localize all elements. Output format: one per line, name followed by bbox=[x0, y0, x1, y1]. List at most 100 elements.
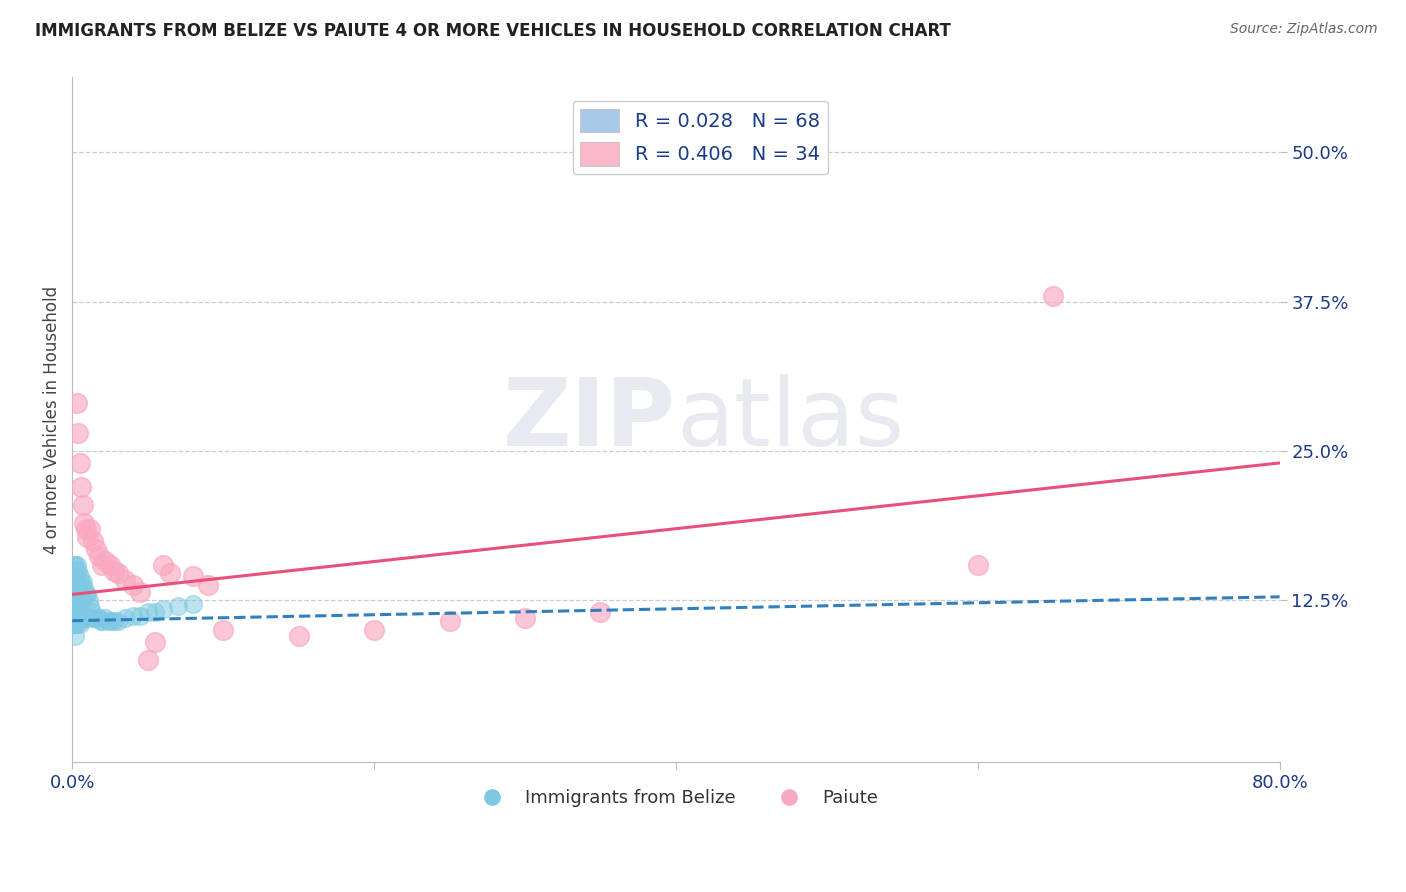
Point bbox=[69, 582, 91, 596]
Point bbox=[67, 575, 90, 590]
Point bbox=[69, 569, 91, 583]
Point bbox=[87, 611, 110, 625]
Point bbox=[89, 611, 111, 625]
Point bbox=[181, 597, 204, 611]
Point bbox=[287, 629, 309, 643]
Point bbox=[143, 635, 166, 649]
Point bbox=[67, 611, 90, 625]
Point bbox=[76, 587, 98, 601]
Point bbox=[589, 605, 612, 619]
Point bbox=[136, 653, 159, 667]
Point bbox=[439, 614, 461, 628]
Point bbox=[66, 558, 89, 572]
Point bbox=[107, 614, 129, 628]
Point bbox=[69, 617, 91, 632]
Point bbox=[69, 599, 91, 614]
Point bbox=[65, 605, 87, 619]
Point bbox=[72, 593, 94, 607]
Point bbox=[72, 498, 94, 512]
Point bbox=[66, 396, 89, 410]
Point bbox=[82, 533, 104, 548]
Point bbox=[98, 558, 121, 572]
Point bbox=[62, 599, 84, 614]
Point bbox=[65, 617, 87, 632]
Point bbox=[94, 611, 117, 625]
Point bbox=[79, 599, 101, 614]
Point bbox=[65, 558, 87, 572]
Point bbox=[103, 614, 125, 628]
Point bbox=[65, 569, 87, 583]
Point bbox=[212, 624, 235, 638]
Point bbox=[197, 578, 219, 592]
Point bbox=[75, 611, 97, 625]
Point bbox=[86, 611, 108, 625]
Point bbox=[66, 582, 89, 596]
Y-axis label: 4 or more Vehicles in Household: 4 or more Vehicles in Household bbox=[44, 285, 60, 554]
Point bbox=[82, 611, 104, 625]
Point bbox=[62, 611, 84, 625]
Point bbox=[75, 587, 97, 601]
Point bbox=[513, 611, 536, 625]
Point bbox=[97, 614, 120, 628]
Point bbox=[129, 609, 152, 624]
Text: ZIP: ZIP bbox=[503, 374, 676, 466]
Point bbox=[65, 611, 87, 625]
Point bbox=[62, 558, 84, 572]
Point bbox=[67, 587, 90, 601]
Point bbox=[66, 569, 89, 583]
Point bbox=[79, 522, 101, 536]
Point bbox=[65, 593, 87, 607]
Point bbox=[181, 569, 204, 583]
Point bbox=[65, 629, 87, 643]
Point bbox=[76, 530, 98, 544]
Point bbox=[69, 456, 91, 470]
Point bbox=[129, 585, 152, 599]
Point bbox=[67, 564, 90, 578]
Point bbox=[62, 569, 84, 583]
Point bbox=[152, 601, 174, 615]
Point bbox=[143, 605, 166, 619]
Point bbox=[62, 587, 84, 601]
Point bbox=[121, 609, 143, 624]
Text: IMMIGRANTS FROM BELIZE VS PAIUTE 4 OR MORE VEHICLES IN HOUSEHOLD CORRELATION CHA: IMMIGRANTS FROM BELIZE VS PAIUTE 4 OR MO… bbox=[35, 22, 950, 40]
Point bbox=[83, 611, 105, 625]
Point bbox=[114, 573, 136, 587]
Point bbox=[114, 611, 136, 625]
Point bbox=[89, 549, 111, 564]
Point bbox=[107, 566, 129, 580]
Point bbox=[121, 578, 143, 592]
Legend: Immigrants from Belize, Paiute: Immigrants from Belize, Paiute bbox=[467, 782, 884, 814]
Point bbox=[62, 605, 84, 619]
Point bbox=[90, 614, 112, 628]
Point bbox=[73, 611, 96, 625]
Point bbox=[67, 599, 90, 614]
Point bbox=[70, 480, 93, 494]
Point bbox=[363, 624, 385, 638]
Point bbox=[73, 582, 96, 596]
Point bbox=[70, 575, 93, 590]
Point bbox=[72, 575, 94, 590]
Point bbox=[66, 605, 89, 619]
Text: atlas: atlas bbox=[676, 374, 904, 466]
Text: Source: ZipAtlas.com: Source: ZipAtlas.com bbox=[1230, 22, 1378, 37]
Point bbox=[152, 558, 174, 572]
Point bbox=[167, 599, 190, 614]
Point bbox=[70, 611, 93, 625]
Point bbox=[66, 593, 89, 607]
Point bbox=[1042, 288, 1064, 302]
Point bbox=[65, 582, 87, 596]
Point bbox=[94, 554, 117, 568]
Point bbox=[103, 564, 125, 578]
Point bbox=[91, 614, 114, 628]
Point bbox=[72, 611, 94, 625]
Point bbox=[62, 617, 84, 632]
Point bbox=[136, 605, 159, 619]
Point bbox=[70, 593, 93, 607]
Point bbox=[80, 605, 103, 619]
Point bbox=[67, 425, 90, 440]
Point bbox=[62, 593, 84, 607]
Point bbox=[73, 516, 96, 530]
Point bbox=[91, 558, 114, 572]
Point bbox=[159, 566, 181, 580]
Point bbox=[75, 522, 97, 536]
